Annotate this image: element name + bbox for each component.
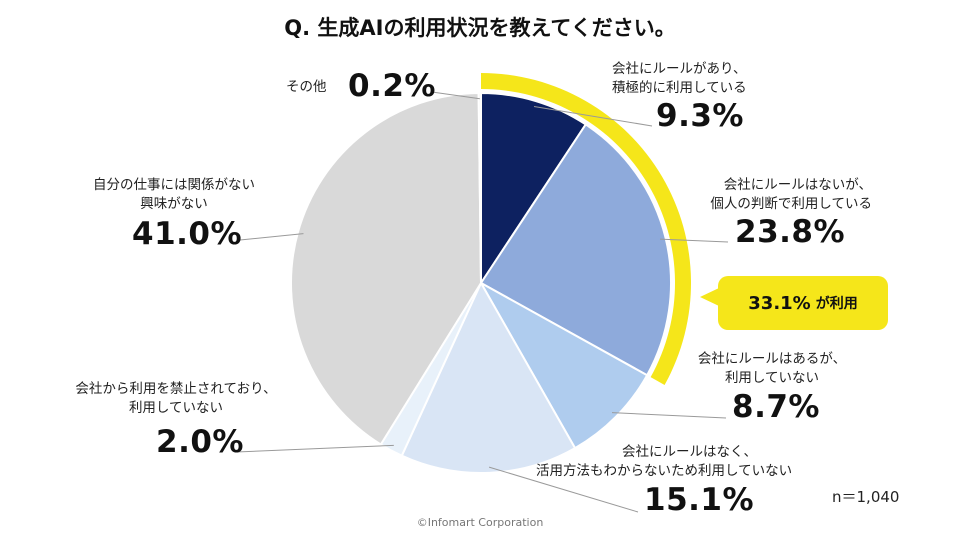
label-other-line1: その他: [286, 79, 327, 95]
label-norule-unknown-use-line2: 活用方法もわからないため利用していない: [536, 463, 793, 479]
label-prohibited-line2: 利用していない: [128, 400, 224, 416]
pie-slice-not-interested: [290, 92, 483, 446]
chart-title: Q. 生成AIの利用状況を教えてください。: [284, 16, 676, 40]
label-prohibited: 会社から利用を禁止されており、 利用していない: [40, 380, 312, 418]
usage-callout: 33.1% が利用: [700, 276, 888, 330]
pct-norule-personal-use: 23.8%: [735, 214, 846, 250]
pct-norule-unknown-use: 15.1%: [644, 482, 755, 518]
pie-slice-norule-personal-use: [479, 123, 672, 377]
usage-callout-value: 33.1%: [748, 292, 811, 314]
label-rule-active-use-line1: 会社にルールがあり、: [612, 61, 747, 77]
pct-rule-not-used: 8.7%: [732, 389, 820, 425]
label-norule-personal-use: 会社にルールはないが、 個人の判断で利用している: [630, 176, 872, 214]
leader-line-prohibited: [235, 444, 394, 453]
label-norule-personal-use-line2: 個人の判断で利用している: [710, 196, 872, 212]
pct-prohibited: 2.0%: [156, 424, 244, 460]
leader-line-rule-active-use: [533, 106, 653, 127]
label-not-interested: 自分の仕事には関係がない 興味がない: [68, 176, 280, 214]
pie-slice-rule-not-used: [478, 280, 649, 450]
label-norule-unknown-use-line1: 会社にルールはなく、: [622, 444, 757, 460]
leader-line-other: [431, 91, 480, 100]
leader-line-not-interested: [239, 233, 304, 241]
leader-line-norule-unknown-use: [488, 466, 639, 513]
pct-not-interested: 41.0%: [132, 216, 243, 252]
pie-slice-other: [477, 91, 482, 284]
label-prohibited-line1: 会社から利用を禁止されており、: [75, 381, 277, 397]
label-rule-active-use: 会社にルールがあり、 積極的に利用している: [612, 60, 747, 98]
pie-slice-rule-active-use: [480, 91, 588, 287]
pct-rule-active-use: 9.3%: [656, 98, 744, 134]
pie-slice-norule-unknown-use: [400, 280, 577, 474]
label-norule-personal-use-line1: 会社にルールはないが、: [723, 177, 872, 193]
leader-line-norule-personal-use: [659, 238, 729, 243]
label-not-interested-line2: 興味がない: [140, 196, 208, 212]
sample-size: n＝1,040: [832, 488, 900, 506]
label-not-interested-line1: 自分の仕事には関係がない: [93, 177, 255, 193]
label-other: その他: [286, 78, 327, 97]
leader-line-rule-not-used: [612, 412, 727, 419]
label-norule-unknown-use: 会社にルールはなく、 活用方法もわからないため利用していない: [536, 443, 792, 481]
label-rule-not-used-line2: 利用していない: [724, 370, 820, 386]
copyright-footer: ©Infomart Corporation: [416, 516, 544, 529]
pct-other: 0.2%: [348, 68, 436, 104]
highlight-arc: [481, 73, 691, 385]
label-rule-active-use-line2: 積極的に利用している: [612, 80, 747, 96]
label-rule-not-used-line1: 会社にルールはあるが、: [697, 351, 847, 367]
usage-callout-suffix: が利用: [815, 296, 858, 312]
label-rule-not-used: 会社にルールはあるが、 利用していない: [672, 350, 872, 388]
